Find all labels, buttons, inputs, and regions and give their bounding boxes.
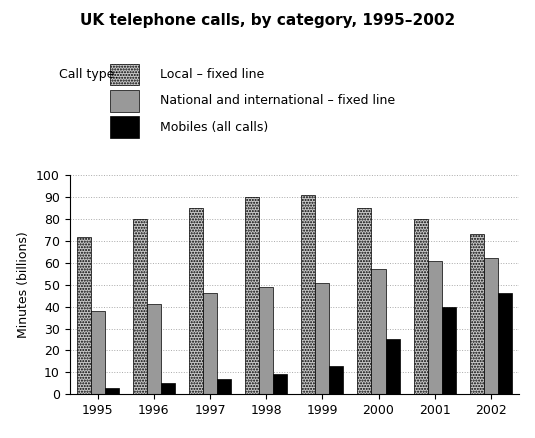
Bar (470, 234, 484, 394)
Text: UK telephone calls, by category, 1995–2002: UK telephone calls, by category, 1995–20… (80, 13, 455, 28)
Bar (386, 339, 400, 394)
Bar (259, 287, 273, 394)
Text: National and international – fixed line: National and international – fixed line (160, 94, 395, 107)
Bar (217, 379, 231, 394)
Bar (90, 311, 105, 394)
Bar (203, 293, 217, 394)
Bar (498, 293, 512, 394)
Bar (330, 366, 343, 394)
Bar (245, 197, 259, 394)
Bar (273, 374, 287, 394)
Text: Call type:: Call type: (59, 68, 118, 81)
Bar (414, 219, 427, 394)
Bar (105, 388, 119, 394)
Bar (161, 383, 175, 394)
Bar (357, 208, 371, 394)
Y-axis label: Minutes (billions): Minutes (billions) (18, 231, 30, 338)
Bar (147, 304, 161, 394)
Bar (133, 219, 147, 394)
Bar (371, 269, 386, 394)
Bar (427, 261, 442, 394)
Bar (301, 195, 315, 394)
Bar (315, 283, 330, 394)
Text: Mobiles (all calls): Mobiles (all calls) (160, 120, 269, 134)
Bar (442, 307, 456, 394)
Text: Local – fixed line: Local – fixed line (160, 68, 265, 81)
Bar (484, 258, 498, 394)
Bar (189, 208, 203, 394)
Bar (77, 237, 90, 394)
